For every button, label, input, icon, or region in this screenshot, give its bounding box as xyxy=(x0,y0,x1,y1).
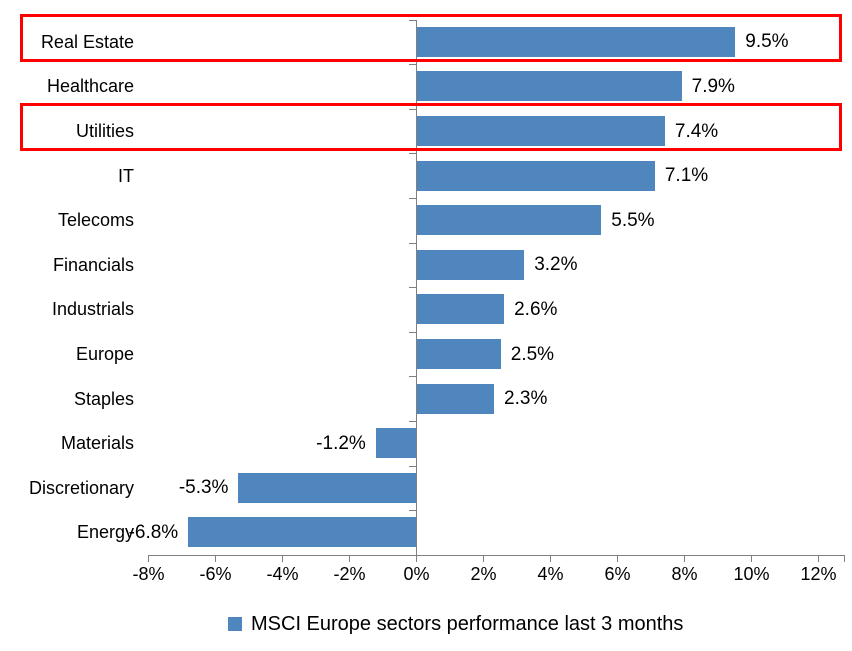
y-axis-tick xyxy=(409,108,416,110)
value-label: -5.3% xyxy=(178,477,229,499)
x-axis-tick xyxy=(751,554,752,562)
highlight-box xyxy=(20,102,842,151)
x-axis-tick xyxy=(684,554,685,562)
y-axis-tick xyxy=(409,420,416,422)
category-label: Europe xyxy=(75,344,134,365)
value-label: 7.9% xyxy=(691,75,735,97)
category-label: IT xyxy=(118,165,134,186)
category-label: Industrials xyxy=(51,299,134,320)
y-axis-tick xyxy=(409,465,416,467)
bar xyxy=(417,249,525,280)
legend: MSCI Europe sectors performance last 3 m… xyxy=(228,611,683,637)
value-label: 3.2% xyxy=(534,254,578,276)
value-label: 2.6% xyxy=(514,298,558,320)
y-axis-line xyxy=(416,19,417,555)
y-axis-tick xyxy=(409,64,416,66)
x-axis-tick xyxy=(416,554,417,562)
highlight-box xyxy=(20,13,842,62)
x-axis-tick-label: 10% xyxy=(733,563,770,584)
bar xyxy=(417,26,736,57)
x-axis-tick xyxy=(483,554,484,562)
value-label: 2.3% xyxy=(504,388,548,410)
x-axis-tick-label: 6% xyxy=(604,563,631,584)
x-axis-tick xyxy=(282,554,283,562)
value-label: 2.5% xyxy=(510,343,555,365)
category-label: Materials xyxy=(60,433,134,454)
x-axis-tick xyxy=(349,554,350,562)
y-axis-tick xyxy=(409,287,416,289)
bar xyxy=(417,160,655,191)
value-label: -6.8% xyxy=(128,521,179,543)
y-axis-tick xyxy=(409,510,416,512)
category-label: Healthcare xyxy=(46,76,134,97)
x-axis-tick xyxy=(550,554,551,562)
y-axis-tick xyxy=(409,19,416,21)
y-axis-tick xyxy=(409,153,416,155)
bar xyxy=(417,116,665,147)
x-axis-tick-label: -2% xyxy=(333,563,366,584)
bar xyxy=(188,517,416,548)
bar xyxy=(417,205,602,236)
x-axis-tick-label: 2% xyxy=(470,563,497,584)
bar xyxy=(417,339,501,370)
bar xyxy=(238,472,416,503)
value-label: 5.5% xyxy=(611,209,655,231)
category-label: Utilities xyxy=(75,121,134,141)
x-axis-tick xyxy=(148,554,149,562)
bar xyxy=(417,71,682,102)
x-axis-tick xyxy=(818,554,819,562)
x-axis-tick-label: 8% xyxy=(671,563,698,584)
x-axis-tick xyxy=(215,554,216,562)
x-axis-tick-label: -6% xyxy=(199,563,232,584)
value-label: 7.1% xyxy=(664,165,709,187)
x-axis-tick-label: -4% xyxy=(266,563,299,584)
y-axis-tick xyxy=(409,242,416,244)
bar xyxy=(417,294,505,325)
x-axis-end-tick xyxy=(844,554,846,562)
value-label: -1.2% xyxy=(316,432,366,454)
category-label: Real Estate xyxy=(40,31,134,52)
bar xyxy=(375,428,416,459)
category-label: Financials xyxy=(52,254,134,275)
legend-label: MSCI Europe sectors performance last 3 m… xyxy=(251,613,684,635)
category-label: Staples xyxy=(73,388,134,409)
y-axis-tick xyxy=(409,197,416,199)
x-axis-tick xyxy=(617,554,618,562)
category-label: Telecoms xyxy=(57,210,134,231)
x-axis-tick-label: 12% xyxy=(800,563,837,584)
x-axis-tick-label: 0% xyxy=(403,563,430,584)
value-label: 7.4% xyxy=(674,120,719,142)
x-axis-line xyxy=(148,554,846,556)
x-axis-tick-label: 4% xyxy=(537,563,564,584)
category-label: Energy xyxy=(76,522,134,543)
bar xyxy=(417,383,495,414)
category-label: Discretionary xyxy=(28,477,134,498)
y-axis-tick xyxy=(409,376,416,378)
x-axis-tick-label: -8% xyxy=(132,563,165,584)
value-label: 9.5% xyxy=(745,31,789,53)
y-axis-tick xyxy=(409,331,416,333)
legend-color-swatch-icon xyxy=(228,617,242,631)
